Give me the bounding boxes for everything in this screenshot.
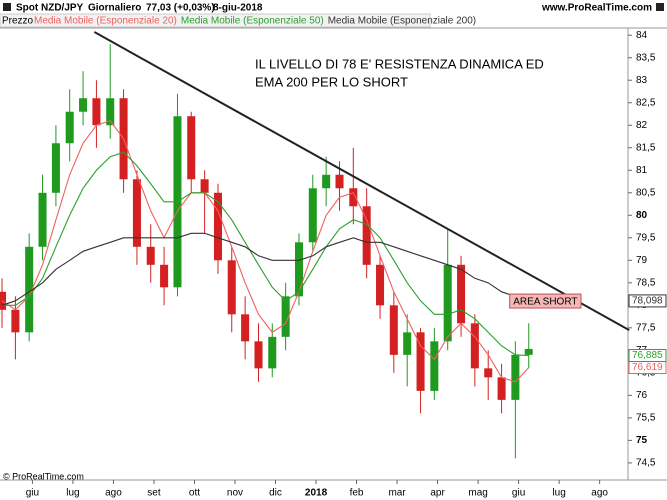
x-tick-label: apr	[430, 488, 445, 499]
copyright: © ProRealTime.com	[3, 471, 84, 481]
legend-bar	[0, 13, 431, 28]
y-tick-label: 79,5	[636, 232, 656, 243]
candle-body	[376, 264, 385, 306]
candle-body	[308, 188, 317, 243]
candle-body	[497, 377, 506, 400]
candle-body	[268, 336, 277, 369]
annotation: EMA 200 PER LO SHORT	[255, 74, 408, 89]
y-tick-label: 82	[636, 120, 648, 131]
y-tick-label: 76	[636, 390, 648, 401]
candle-body	[51, 143, 60, 193]
candle-body	[132, 179, 141, 247]
candle-body	[254, 341, 263, 369]
header-period: Giornaliero	[88, 3, 141, 14]
header-instrument: Spot NZD/JPY	[16, 3, 84, 14]
candle-body	[11, 309, 20, 333]
x-tick-label: dic	[269, 488, 282, 499]
x-tick-label: nov	[227, 488, 243, 499]
header-bar	[0, 0, 667, 14]
last-value-label: 76,619	[632, 362, 663, 373]
candle-body	[389, 305, 398, 355]
last-value-box	[628, 294, 667, 308]
y-tick-label: 81,5	[636, 142, 656, 153]
y-tick-label: 80,5	[636, 187, 656, 198]
header-site: www.ProRealTime.com	[541, 3, 652, 14]
x-tick-label: ott	[189, 488, 200, 499]
annotation: IL LIVELLO DI 78 E' RESISTENZA DINAMICA …	[255, 56, 544, 71]
candle-body	[0, 291, 7, 310]
candle-body	[79, 98, 88, 112]
x-tick-label: feb	[350, 488, 364, 499]
y-tick-label: 79	[636, 255, 648, 266]
y-tick-label: 83,5	[636, 52, 656, 63]
trendline	[93, 31, 630, 331]
y-tick-label: 84	[636, 30, 648, 41]
price-label: Prezzo	[2, 16, 34, 27]
y-tick-label: 81	[636, 165, 648, 176]
x-tick-label: mag	[468, 488, 487, 499]
candle-body	[146, 246, 155, 265]
candle-body	[106, 98, 115, 126]
header-date: 8-giu-2018	[213, 3, 263, 14]
y-tick-label: 75,5	[636, 413, 656, 424]
x-tick-label: ago	[591, 488, 608, 499]
legend-entry: Media Mobile (Esponenziale 50)	[181, 16, 324, 27]
header-icon	[3, 3, 11, 11]
candle-body	[403, 332, 412, 355]
candle-body	[160, 264, 169, 288]
candle-body	[281, 296, 290, 337]
candle-body	[443, 264, 452, 342]
x-tick-label: 2018	[305, 488, 328, 499]
x-tick-label: set	[147, 488, 161, 499]
x-tick-label: lug	[66, 488, 79, 499]
candle-body	[38, 192, 47, 247]
candle-body	[294, 242, 304, 297]
candle-body	[213, 192, 222, 261]
candle-body	[241, 314, 250, 342]
y-tick-label: 75	[636, 435, 648, 446]
legend-entry: Media Mobile (Esponenziale 20)	[34, 16, 177, 27]
candle-body	[416, 332, 425, 391]
last-value-label: 78,098	[632, 296, 663, 307]
short-zone	[509, 293, 582, 309]
candle-body	[25, 246, 34, 333]
moving-average	[1, 232, 529, 306]
x-tick-label: giu	[26, 488, 39, 499]
candle-body	[524, 348, 533, 355]
header-last: 77,03 (+0,03%)	[146, 3, 215, 14]
candle-body	[65, 111, 74, 144]
candle-body	[430, 341, 439, 391]
last-value-box	[628, 349, 667, 363]
candle-body	[457, 264, 466, 324]
candle-body	[227, 260, 236, 315]
y-tick-label: 83	[636, 75, 648, 86]
candle-body	[187, 116, 196, 180]
moving-average	[2, 151, 529, 357]
x-tick-label: ago	[105, 488, 122, 499]
candle-body	[322, 174, 331, 189]
candle-body	[92, 98, 101, 126]
y-tick-label: 74,5	[636, 458, 656, 469]
candle-body	[335, 174, 344, 189]
y-tick-label: 77,5	[636, 322, 656, 333]
legend-entry: Media Mobile (Esponenziale 200)	[328, 16, 476, 27]
y-tick-label: 78,5	[636, 277, 656, 288]
header-icon	[656, 3, 664, 11]
moving-average	[1, 120, 530, 383]
candle-body	[200, 179, 209, 193]
zone-label: AREA SHORT	[513, 297, 577, 308]
candle-body	[470, 323, 479, 369]
y-tick-label: 82,5	[636, 97, 656, 108]
candle-body	[349, 188, 358, 207]
x-tick-label: giu	[512, 488, 525, 499]
candle-body	[484, 368, 493, 378]
y-tick-label: 80	[636, 210, 648, 221]
candle-body	[362, 206, 371, 265]
x-tick-label: lug	[552, 488, 565, 499]
x-tick-label: mar	[388, 488, 406, 499]
candle-body	[511, 354, 520, 400]
last-value-label: 76,885	[632, 350, 663, 361]
